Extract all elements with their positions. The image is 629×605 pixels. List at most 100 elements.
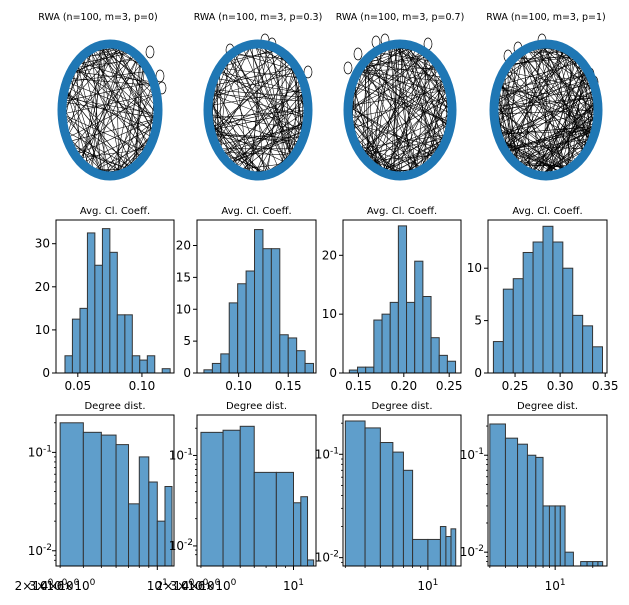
histogram-bar [304,362,315,374]
histogram-bar [124,314,133,374]
y-tick-label: 10 [35,323,50,337]
histogram-bar [422,296,432,374]
histogram-bar [287,337,298,374]
histogram-bar [592,346,604,374]
histogram-3: Avg. Cl. Coeff. 0.15 0.20 0.25 0 10 20 [322,206,463,393]
histogram-bar [597,561,604,567]
axes-frame [196,414,317,567]
histogram-bar [582,325,594,374]
histogram-4: Avg. Cl. Coeff. 0.25 0.30 0.35 0 5 10 [467,206,619,393]
axes-frame [342,414,462,567]
histogram-bar [592,561,599,567]
histogram-bar [532,241,544,374]
x-tick-label: 0.15 [275,379,302,393]
histogram-bar [542,505,550,567]
histogram-bar [559,505,566,567]
histogram-bar [438,354,448,374]
histogram-bar [554,505,561,567]
x-tick-label: 3×100 [29,578,68,593]
y-tick-label: 20 [176,239,191,253]
histogram-1: Avg. Cl. Coeff. 0.05 0.10 0 10 20 30 [35,206,175,393]
histogram-7: Degree dist. 10-1 10-2 101 [315,401,462,593]
histogram-bar [357,366,367,374]
y-tick-label: 10-1 [460,447,484,462]
x-tick-label: 2×100 [15,578,54,593]
histogram-title: Degree dist. [84,401,145,412]
histogram-bars [489,423,604,567]
network-graph-4 [489,33,603,181]
histogram-bar [446,360,457,374]
histogram-bar [489,423,506,567]
histogram-bar [254,229,264,374]
x-tick-label: 0.25 [436,379,463,393]
y-tick-label: 10 [176,302,191,316]
x-tick-label: 0.25 [502,379,529,393]
histogram-bar [300,496,309,567]
histogram-bars [200,425,315,567]
network-title-2: RWA (n=100, m=3, p=0.3) [194,12,323,23]
histogram-bars [348,225,457,374]
network-panels [57,33,603,181]
histogram-bar [279,334,289,374]
histogram-bar [71,318,81,374]
histogram-bar [109,251,118,374]
axis-ticks: 0.10 0.15 0 5 10 15 20 [176,239,302,394]
histogram-bar [564,551,574,567]
histogram-bar [220,353,230,374]
y-tick-label: 0 [42,366,50,380]
x-tick-label: 6×100 [57,578,96,593]
y-tick-label: 10-1 [315,446,339,461]
y-tick-label: 20 [35,280,50,294]
histogram-bars [64,228,171,374]
y-tick-label: 5 [183,334,191,348]
histogram-bar [430,337,440,374]
histogram-bar [552,241,564,374]
y-tick-label: 0 [329,366,337,380]
y-tick-label: 20 [322,248,337,262]
axes-frame [487,219,608,374]
axes-frame [55,414,175,567]
histogram-bar [79,307,88,374]
axis-ticks: 0.05 0.10 0 10 20 30 [35,237,156,393]
axis-ticks: 10-1 10-2 101 [315,422,438,593]
histogram-2: Avg. Cl. Coeff. 0.10 0.15 0 5 10 15 20 [176,206,317,394]
histogram-bar [156,520,166,567]
network-nodes-ring [343,39,457,181]
histogram-bar [253,471,277,567]
x-tick-label: 0.15 [345,379,372,393]
histogram-bar [293,502,302,567]
histogram-bar [94,264,103,374]
y-tick-label: 10-2 [315,550,339,565]
histogram-bar [148,481,158,567]
histogram-bar [146,355,156,374]
y-tick-label: 10-2 [169,538,193,553]
histogram-bar [296,350,306,374]
x-tick-label: 0.30 [547,379,574,393]
histogram-bar [548,505,556,567]
y-tick-label: 10-2 [460,544,484,559]
histogram-bar [364,427,381,567]
histogram-bar [379,442,394,567]
histogram-bar [365,366,375,374]
histogram-bar [307,559,315,567]
self-loop [343,61,353,75]
histogram-bar [427,538,441,567]
y-tick-label: 10-2 [28,543,52,558]
histogram-title: Avg. Cl. Coeff. [221,206,291,217]
histogram-bar [406,301,416,374]
histogram-bar [131,355,141,374]
self-loop [145,45,155,59]
y-tick-label: 10 [467,261,482,275]
histogram-title: Degree dist. [226,401,287,412]
histogram-bar [64,355,73,374]
network-nodes-ring [489,39,603,181]
axes-frame [487,414,608,567]
histogram-bar [586,561,594,567]
histogram-title: Degree dist. [371,401,432,412]
histogram-bar [389,301,399,374]
x-tick-label: 101 [545,578,566,593]
histogram-bar [101,228,111,374]
